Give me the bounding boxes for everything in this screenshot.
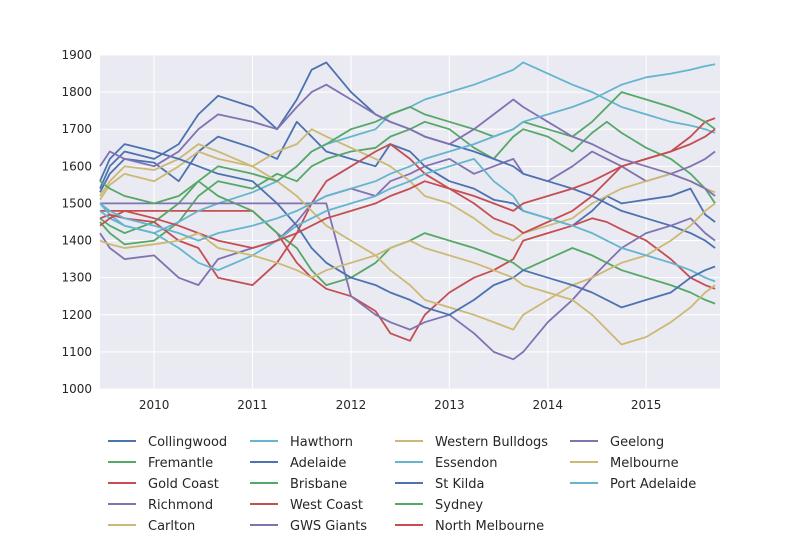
y-tick-label: 1900 [61,48,92,62]
y-tick-label: 1200 [61,308,92,322]
y-tick-label: 1000 [61,382,92,396]
legend-item: Collingwood [108,435,227,450]
series-line [99,232,716,346]
series-line [99,128,716,242]
legend-item: Melbourne [570,456,679,471]
series-line [99,63,716,242]
legend-label: Western Bulldogs [435,435,548,450]
legend-label: Carlton [148,519,195,534]
series-line [99,143,716,331]
legend-item: Gold Coast [108,477,219,492]
y-tick-label: 1100 [61,345,92,359]
y-tick-label: 1800 [61,85,92,99]
legend-item: Adelaide [250,456,346,471]
x-tick-label: 2014 [533,398,564,412]
series-line [99,180,716,305]
legend-item: Richmond [108,498,213,513]
y-tick-label: 1500 [61,196,92,210]
legend-label: Fremantle [148,456,213,471]
legend-label: West Coast [290,498,363,513]
legend-label: Richmond [148,498,213,513]
x-tick-label: 2012 [336,398,367,412]
x-tick-label: 2013 [434,398,465,412]
legend-label: St Kilda [435,477,484,492]
series-line [99,117,716,287]
legend-item: Essendon [395,456,497,471]
y-tick-label: 1600 [61,159,92,173]
y-tick-label: 1700 [61,122,92,136]
y-axis-ticks: 1000 1100 1200 1300 1400 1500 1600 1700 1800 1900 [61,48,92,396]
legend: Collingwood Fremantle Gold Coast Richmond Ca… [108,435,696,534]
legend-label: Brisbane [290,477,347,492]
series-line [99,143,716,316]
legend-item: Sydney [395,498,483,513]
legend-label: Adelaide [290,456,346,471]
y-tick-label: 1300 [61,271,92,285]
series-line [99,83,716,197]
legend-label: Sydney [435,498,483,513]
legend-item: North Melbourne [395,519,544,534]
series-lines [99,61,716,361]
series-line [99,120,716,246]
series-line [99,150,716,287]
legend-label: Collingwood [148,435,227,450]
legend-item: St Kilda [395,477,484,492]
legend-label: Geelong [610,435,664,450]
legend-item: West Coast [250,498,363,513]
series-line [99,128,716,249]
series-line [99,91,716,205]
legend-label: North Melbourne [435,519,544,534]
x-tick-label: 2011 [237,398,268,412]
legend-label: Essendon [435,456,497,471]
plot-area-background [100,55,720,389]
legend-item: Western Bulldogs [395,435,548,450]
legend-label: Melbourne [610,456,679,471]
legend-label: Port Adelaide [610,477,696,492]
series-line [100,202,716,361]
legend-item: Hawthorn [250,435,353,450]
legend-item: Fremantle [108,456,213,471]
legend-label: Gold Coast [148,477,219,492]
series-line [99,120,716,227]
legend-item: Geelong [570,435,664,450]
x-tick-label: 2010 [139,398,170,412]
legend-item: Carlton [108,519,195,534]
x-axis-ticks: 2010 2011 2012 2013 2014 2015 [139,398,662,412]
series-line [99,157,716,283]
legend-item: Port Adelaide [570,477,696,492]
legend-item: Brisbane [250,477,347,492]
y-tick-label: 1400 [61,234,92,248]
series-line [99,61,716,235]
legend-label: GWS Giants [290,519,367,534]
legend-label: Hawthorn [290,435,353,450]
series-line [100,209,716,342]
x-tick-label: 2015 [631,398,662,412]
legend-item: GWS Giants [250,519,367,534]
